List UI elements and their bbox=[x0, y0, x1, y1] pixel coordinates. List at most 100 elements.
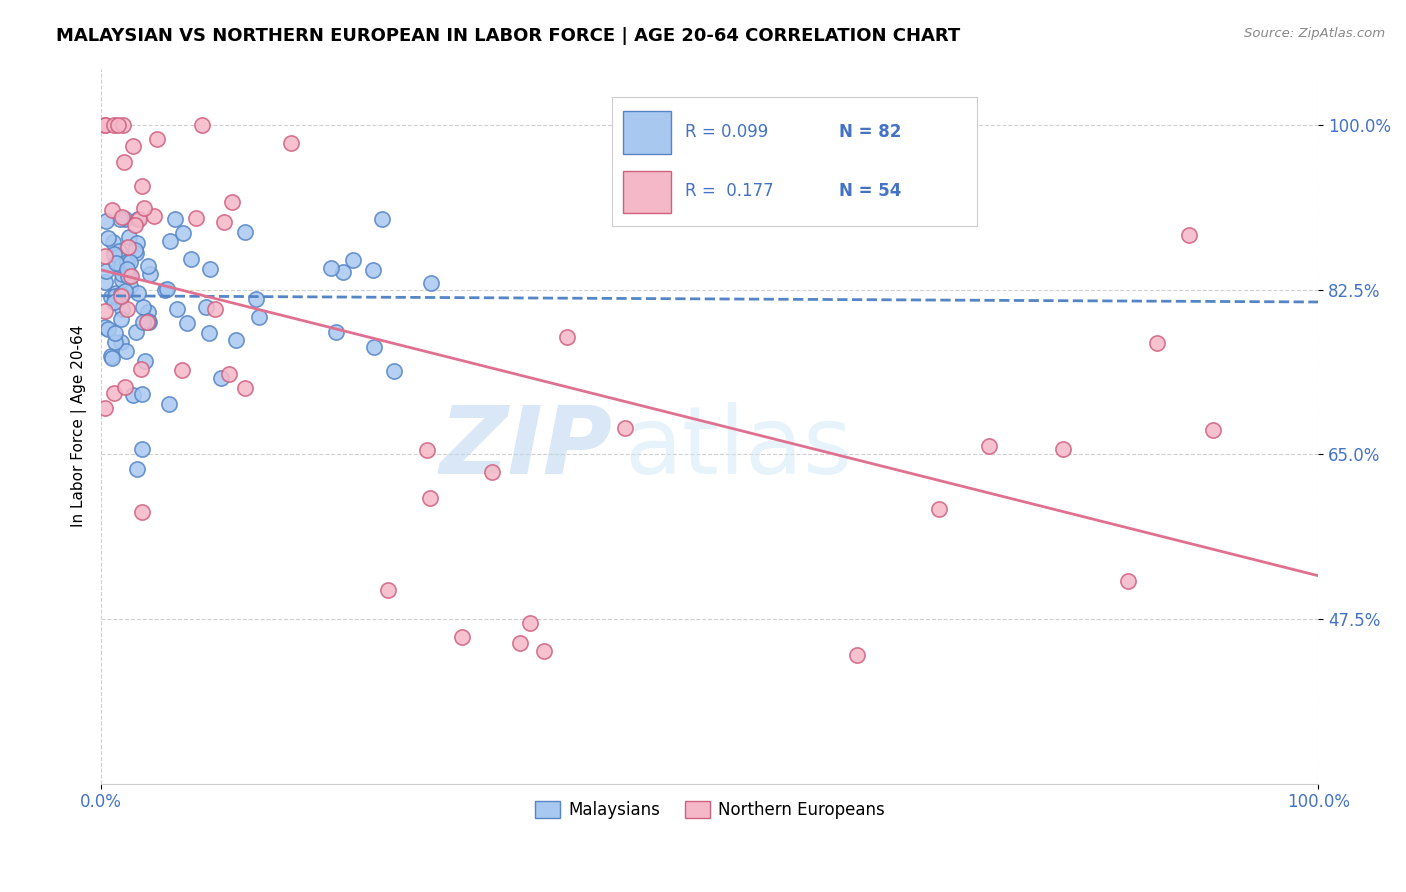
Point bbox=[1118, 574, 1140, 589]
Point bbox=[153, 284, 176, 298]
Point bbox=[136, 305, 159, 319]
Point bbox=[127, 212, 149, 227]
Point bbox=[118, 229, 141, 244]
Point bbox=[1146, 335, 1168, 350]
Point bbox=[115, 261, 138, 276]
Point bbox=[212, 215, 235, 229]
Point bbox=[172, 363, 194, 377]
Point bbox=[125, 245, 148, 260]
Point bbox=[180, 252, 202, 266]
Point bbox=[419, 491, 441, 506]
Text: ZIP: ZIP bbox=[440, 401, 613, 493]
Y-axis label: In Labor Force | Age 20-64: In Labor Force | Age 20-64 bbox=[72, 325, 87, 527]
Point bbox=[163, 212, 186, 227]
Point bbox=[103, 118, 125, 132]
Point bbox=[94, 118, 117, 132]
Point bbox=[325, 325, 347, 339]
Point bbox=[416, 443, 439, 458]
Point bbox=[233, 381, 256, 395]
Point bbox=[94, 264, 117, 278]
Point bbox=[139, 268, 162, 282]
Point bbox=[110, 311, 132, 326]
Point bbox=[124, 219, 146, 233]
Point bbox=[134, 353, 156, 368]
Point bbox=[377, 582, 399, 597]
Point bbox=[846, 648, 869, 663]
Point bbox=[94, 249, 117, 263]
Point bbox=[1178, 228, 1201, 243]
Point bbox=[115, 255, 138, 269]
Point bbox=[166, 301, 188, 316]
Point bbox=[110, 290, 132, 304]
Point bbox=[928, 502, 950, 516]
Point bbox=[117, 269, 139, 284]
Point bbox=[97, 231, 120, 245]
Point bbox=[104, 334, 127, 349]
Point bbox=[120, 278, 142, 293]
Point bbox=[332, 264, 354, 278]
Point bbox=[280, 136, 302, 150]
Point bbox=[112, 118, 135, 132]
Legend: Malaysians, Northern Europeans: Malaysians, Northern Europeans bbox=[527, 794, 891, 825]
Point bbox=[197, 326, 219, 340]
Point bbox=[519, 615, 541, 630]
Point bbox=[108, 244, 131, 258]
Point bbox=[114, 285, 136, 299]
Point bbox=[105, 286, 128, 301]
Point bbox=[111, 301, 134, 316]
Point bbox=[131, 179, 153, 194]
Point bbox=[103, 295, 125, 310]
Point bbox=[118, 267, 141, 281]
Point bbox=[94, 303, 117, 318]
Point bbox=[245, 293, 267, 307]
Point bbox=[117, 240, 139, 254]
Point bbox=[107, 118, 129, 132]
Point bbox=[94, 401, 117, 415]
Point bbox=[94, 320, 117, 334]
Point bbox=[97, 322, 120, 336]
Point bbox=[191, 118, 214, 132]
Point bbox=[125, 461, 148, 475]
Point bbox=[342, 252, 364, 267]
Point bbox=[145, 132, 167, 146]
Point bbox=[481, 465, 503, 479]
Point bbox=[110, 258, 132, 272]
Point bbox=[124, 325, 146, 339]
Point bbox=[156, 282, 179, 296]
Point bbox=[184, 211, 207, 225]
Point bbox=[533, 644, 555, 658]
Point bbox=[613, 420, 636, 434]
Point bbox=[103, 247, 125, 261]
Point bbox=[361, 263, 384, 277]
Point bbox=[115, 301, 138, 316]
Point bbox=[209, 371, 232, 385]
Point bbox=[509, 636, 531, 650]
Point bbox=[134, 201, 156, 215]
Point bbox=[200, 261, 222, 276]
Point bbox=[108, 212, 131, 227]
Point bbox=[122, 138, 145, 153]
Point bbox=[100, 351, 122, 365]
Point bbox=[1052, 442, 1074, 456]
Point bbox=[94, 214, 117, 228]
Point bbox=[204, 302, 226, 317]
Point bbox=[94, 118, 117, 132]
Text: MALAYSIAN VS NORTHERN EUROPEAN IN LABOR FORCE | AGE 20-64 CORRELATION CHART: MALAYSIAN VS NORTHERN EUROPEAN IN LABOR … bbox=[56, 27, 960, 45]
Point bbox=[172, 226, 194, 240]
Point bbox=[100, 349, 122, 363]
Point bbox=[114, 380, 136, 394]
Point bbox=[235, 225, 257, 239]
Point bbox=[103, 386, 125, 401]
Point bbox=[321, 260, 343, 275]
Point bbox=[136, 314, 159, 328]
Point bbox=[1202, 423, 1225, 437]
Point bbox=[114, 212, 136, 227]
Point bbox=[142, 209, 165, 223]
Point bbox=[135, 315, 157, 329]
Point bbox=[105, 256, 128, 270]
Point bbox=[195, 300, 218, 314]
Point bbox=[129, 361, 152, 376]
Point bbox=[131, 505, 153, 519]
Point bbox=[115, 344, 138, 359]
Point bbox=[371, 212, 394, 227]
